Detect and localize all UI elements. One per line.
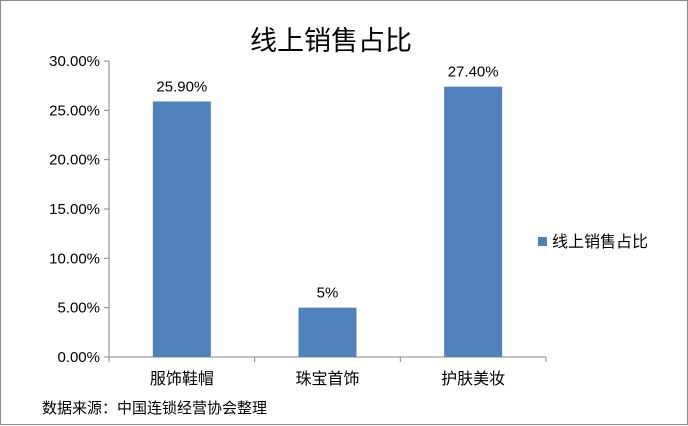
y-tick-label: 10.00% xyxy=(49,250,100,267)
data-label: 25.90% xyxy=(156,78,207,95)
legend-swatch xyxy=(538,237,547,246)
legend-label: 线上销售占比 xyxy=(552,232,648,251)
bar xyxy=(444,86,503,358)
bar xyxy=(298,307,357,357)
chart-title: 线上销售占比 xyxy=(250,26,412,57)
bar xyxy=(152,101,211,357)
x-tick-label: 服饰鞋帽 xyxy=(150,369,214,388)
y-tick-label: 25.00% xyxy=(49,102,100,119)
legend: 线上销售占比 xyxy=(538,232,648,251)
y-tick-label: 30.00% xyxy=(49,53,100,70)
y-tick-label: 20.00% xyxy=(49,152,100,169)
source-note: 数据来源：中国连锁经营协会整理 xyxy=(42,399,268,417)
data-label: 27.40% xyxy=(448,64,499,81)
y-tick-label: 5.00% xyxy=(57,300,100,317)
x-tick-label: 护肤美妆 xyxy=(441,369,505,388)
y-tick-label: 15.00% xyxy=(49,201,100,218)
x-tick-label: 珠宝首饰 xyxy=(295,369,359,388)
plot-area: 0.00% 5.00% 10.00% 15.00% 20.00% 25.00% 30.00%… xyxy=(49,53,547,388)
data-label: 5% xyxy=(317,285,339,302)
y-tick-label: 0.00% xyxy=(57,349,100,366)
